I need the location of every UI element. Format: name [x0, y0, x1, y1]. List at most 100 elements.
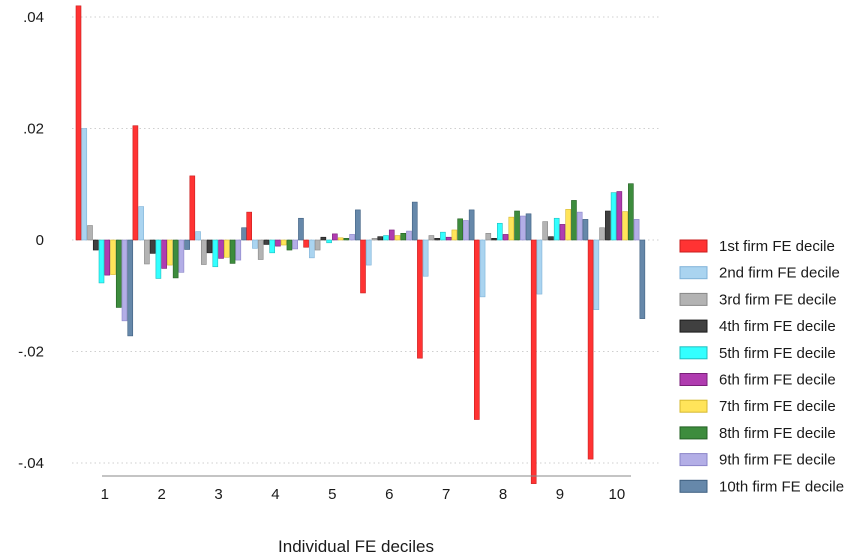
- bar-9-series-7: [565, 209, 572, 241]
- x-tick-label: 3: [214, 486, 222, 503]
- bar-5-series-9: [349, 234, 355, 241]
- x-axis-title: Individual FE deciles: [278, 537, 434, 556]
- bar-2-series-10: [184, 239, 190, 250]
- bar-5-series-3: [314, 239, 321, 251]
- x-tick-label: 6: [385, 486, 393, 503]
- x-tick-label: 9: [556, 486, 564, 503]
- bar-5-series-10: [355, 209, 361, 241]
- bar-3-series-7: [224, 239, 230, 258]
- bar-1-series-3: [87, 225, 93, 241]
- legend: 1st firm FE decile 2nd firm FE decile 3rd …: [679, 238, 844, 495]
- legend-label: 4th firm FE decile: [719, 318, 836, 335]
- bar-3-series-3: [201, 239, 207, 265]
- bar-2-series-7: [167, 239, 173, 266]
- bar-8-series-4: [491, 238, 497, 241]
- bar-6-series-7: [394, 235, 401, 241]
- bar-6-series-6: [388, 229, 395, 241]
- bar-9-series-5: [553, 217, 560, 241]
- bar-4-series-4: [263, 239, 270, 245]
- bar-7-series-3: [428, 235, 435, 241]
- bar-3-series-6: [218, 239, 224, 259]
- bar-2-series-6: [161, 239, 167, 269]
- bar-5-series-4: [320, 236, 327, 241]
- bar-2-series-2: [138, 206, 144, 241]
- x-tick-label: 2: [157, 486, 165, 503]
- bar-5-series-1: [303, 239, 309, 248]
- legend-swatch: [679, 292, 708, 306]
- bar-10-series-10: [639, 239, 646, 319]
- bar-9-series-3: [542, 221, 549, 241]
- bar-1-series-7: [110, 239, 116, 275]
- bar-7-series-8: [457, 218, 463, 241]
- bar-10-series-9: [633, 219, 640, 241]
- bar-10-series-5: [610, 192, 617, 241]
- bar-2-series-5: [155, 239, 162, 279]
- x-tick-label: 8: [499, 486, 507, 503]
- bar-2-series-1: [132, 125, 139, 241]
- bar-5-series-8: [343, 238, 350, 241]
- bar-4-series-5: [269, 239, 276, 254]
- bar-4-series-2: [252, 239, 258, 249]
- bar-6-series-2: [365, 239, 372, 266]
- bar-1-series-8: [115, 239, 122, 308]
- bar-9-series-9: [576, 211, 583, 241]
- bar-1-series-1: [75, 5, 82, 241]
- bar-5-series-2: [309, 239, 315, 259]
- legend-swatch: [679, 479, 708, 493]
- bar-7-series-7: [451, 229, 458, 241]
- bar-7-series-9: [463, 220, 469, 241]
- y-tick-label: 0: [36, 232, 44, 249]
- legend-swatch: [679, 399, 708, 413]
- y-tick-label: -.04: [18, 455, 44, 472]
- legend-label: 2nd firm FE decile: [719, 265, 840, 282]
- bar-9-series-2: [536, 239, 543, 295]
- bar-9-series-10: [582, 219, 589, 241]
- bar-8-series-9: [519, 215, 526, 241]
- legend-swatch: [679, 266, 708, 280]
- bar-3-series-4: [206, 239, 213, 254]
- bar-9-series-1: [530, 239, 537, 484]
- bar-3-series-5: [212, 239, 219, 268]
- legend-label: 7th firm FE decile: [719, 398, 836, 415]
- bar-8-series-8: [514, 210, 520, 241]
- bar-7-series-1: [417, 239, 423, 359]
- x-tick-label: 10: [609, 486, 626, 503]
- bar-8-series-7: [508, 216, 515, 241]
- bar-8-series-6: [502, 234, 509, 241]
- bar-7-series-10: [468, 209, 475, 241]
- bar-9-series-6: [559, 224, 566, 241]
- bar-2-series-4: [149, 239, 156, 254]
- bar-10-series-1: [587, 239, 594, 460]
- legend-label: 3rd firm FE decile: [719, 291, 837, 308]
- bar-6-series-8: [400, 233, 407, 241]
- bar-9-series-4: [548, 236, 554, 241]
- bar-1-series-9: [121, 239, 128, 322]
- y-tick-label: -.02: [18, 344, 44, 361]
- bar-3-series-8: [229, 239, 236, 264]
- legend-label: 5th firm FE decile: [719, 345, 836, 362]
- legend-swatch: [679, 426, 708, 440]
- x-axis-tick-labels: 1 2 3 4 5 6 7 8 9 10: [101, 486, 626, 503]
- bar-1-series-6: [104, 239, 111, 276]
- bar-8-series-5: [496, 222, 503, 241]
- bar-5-series-5: [326, 239, 332, 244]
- x-tick-label: 7: [442, 486, 450, 503]
- bar-10-series-8: [628, 183, 634, 241]
- bar-4-series-6: [275, 239, 281, 247]
- bar-7-series-6: [445, 236, 452, 241]
- bar-6-series-1: [360, 239, 366, 294]
- bar-4-series-7: [280, 239, 287, 246]
- bar-1-series-4: [92, 239, 99, 251]
- bar-7-series-4: [434, 238, 440, 241]
- bar-7-series-5: [440, 231, 446, 241]
- bar-10-series-3: [599, 227, 605, 241]
- bar-3-series-1: [189, 175, 196, 241]
- bar-2-series-8: [172, 239, 179, 279]
- bar-10-series-6: [616, 191, 623, 241]
- legend-label: 1st firm FE decile: [719, 238, 835, 255]
- bar-10-series-4: [605, 210, 611, 241]
- bar-4-series-9: [292, 239, 299, 250]
- bar-6-series-5: [383, 235, 389, 241]
- y-tick-label: .02: [23, 121, 44, 138]
